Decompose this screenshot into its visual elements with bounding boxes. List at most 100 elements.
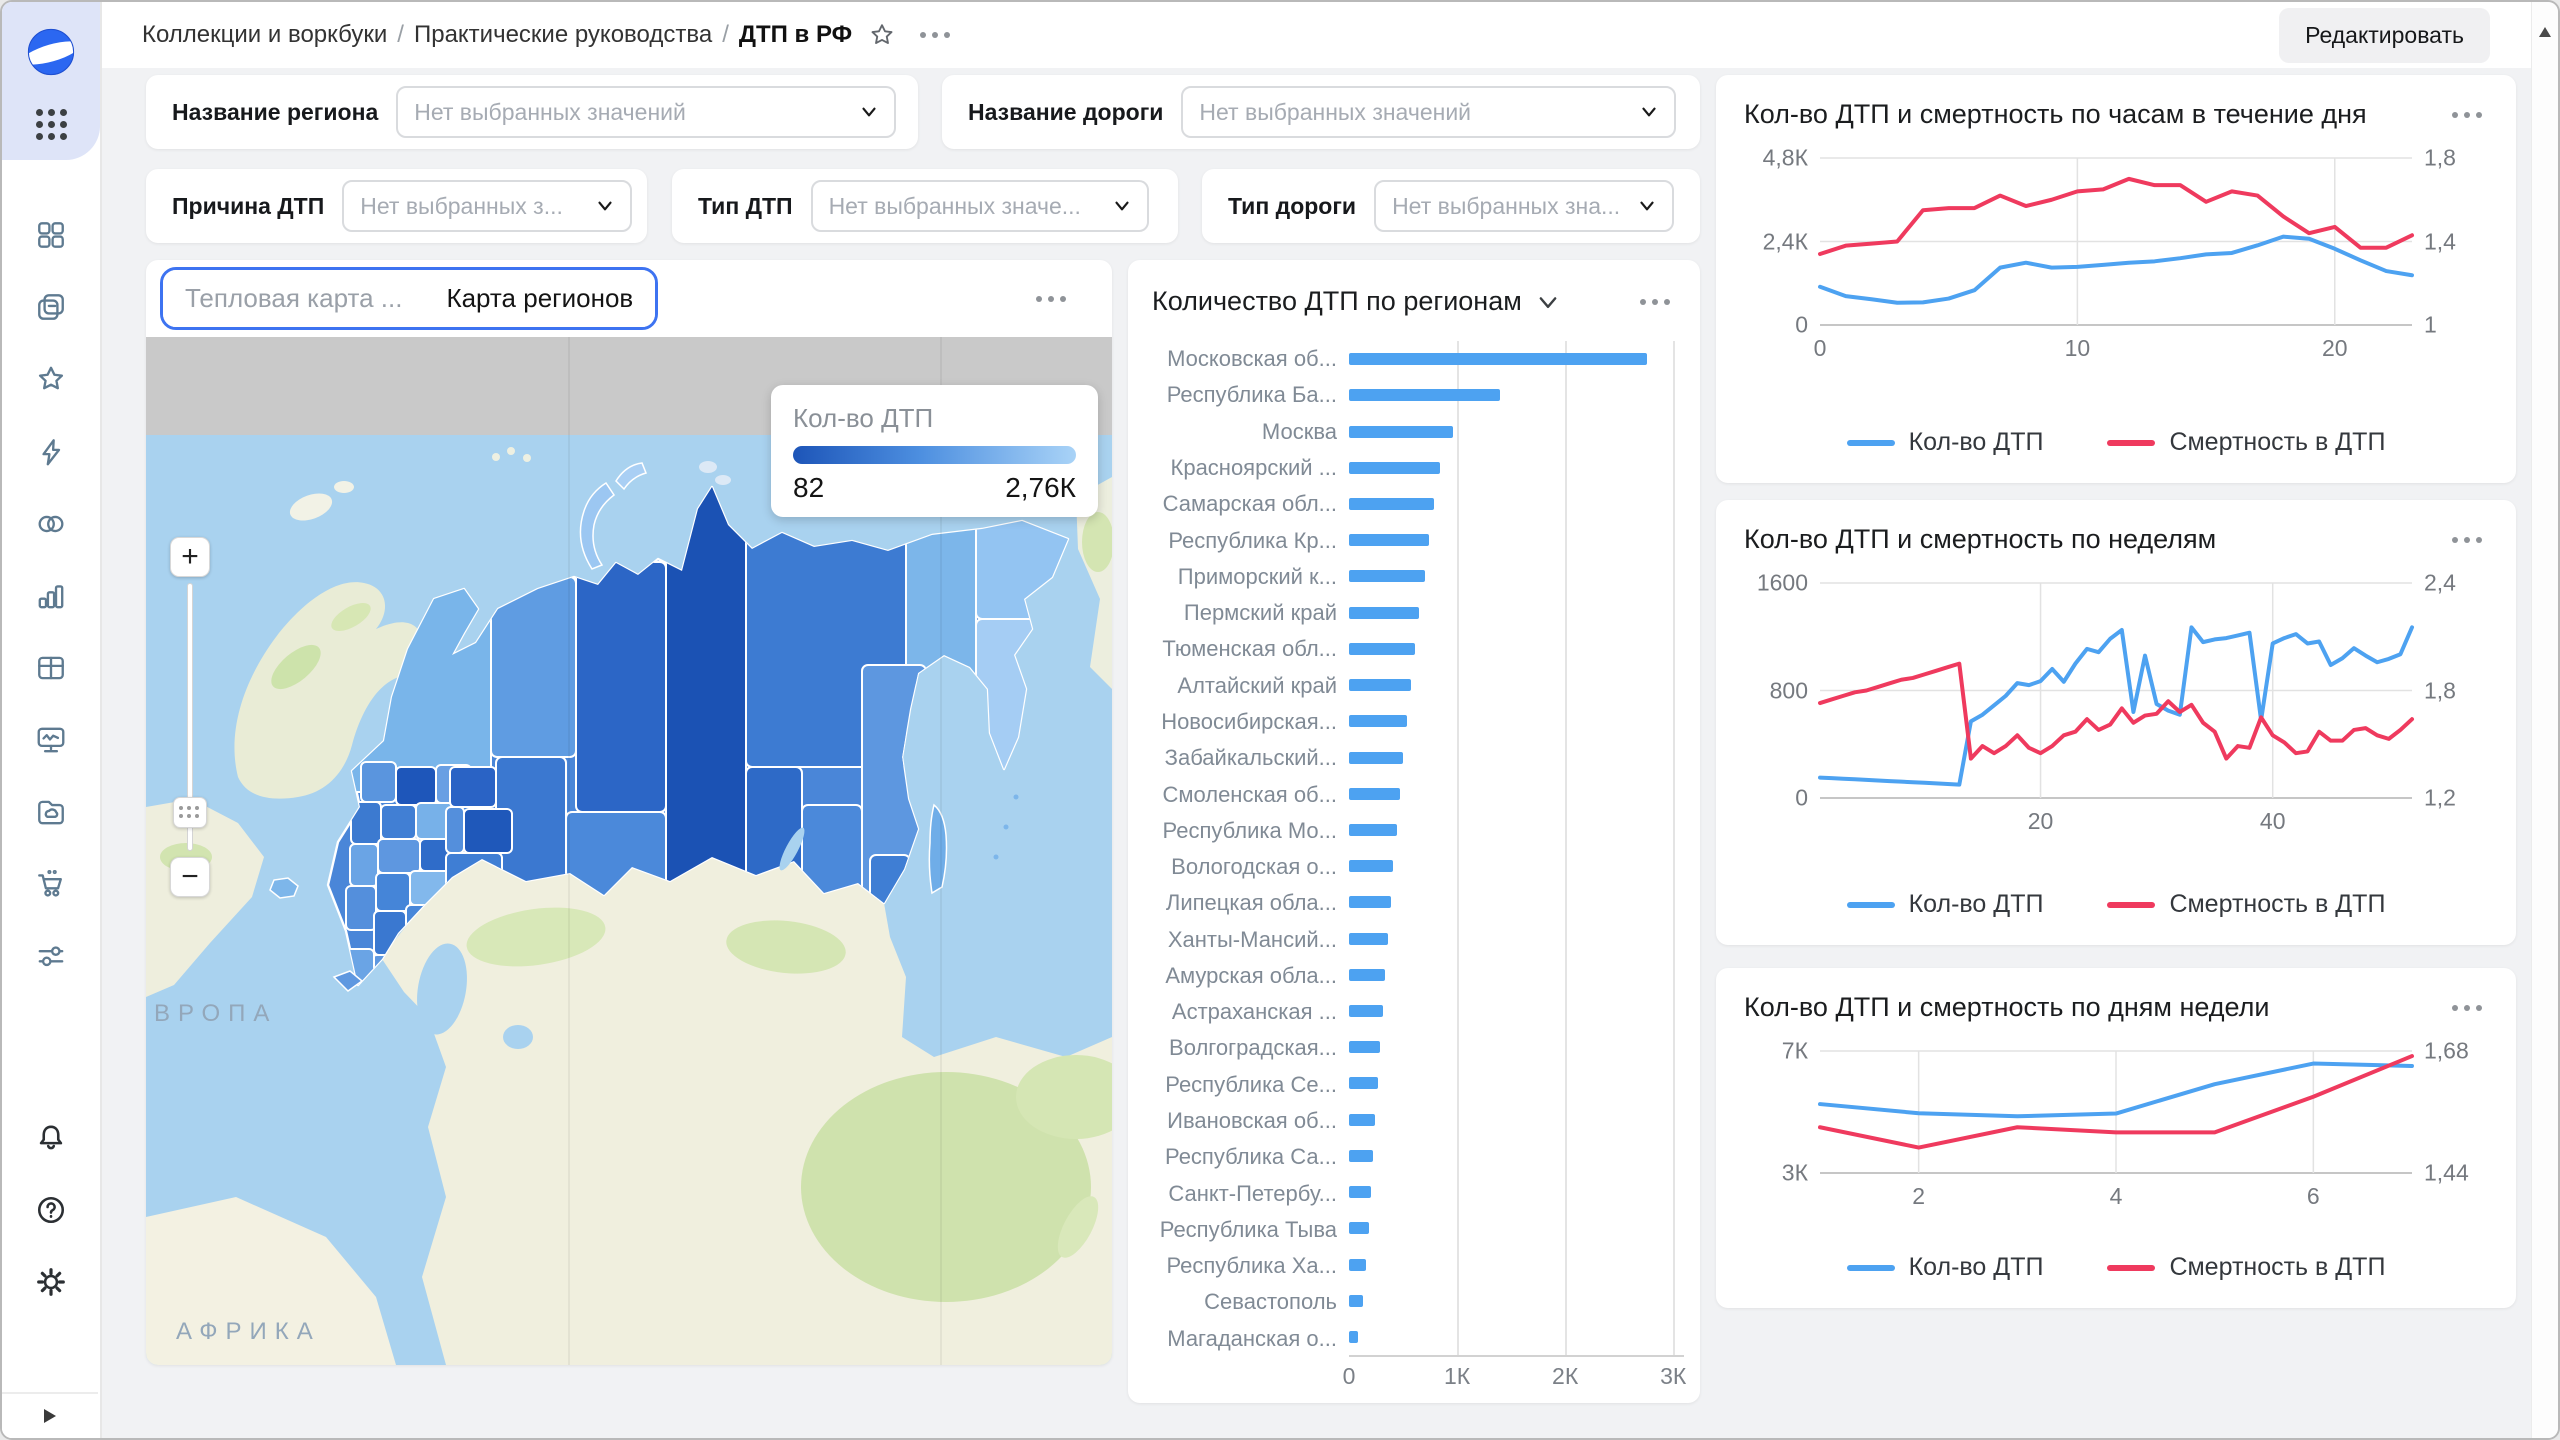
- star-icon[interactable]: [868, 21, 896, 49]
- bar[interactable]: [1349, 1186, 1372, 1199]
- more-options-icon[interactable]: [1634, 293, 1676, 311]
- breadcrumb-collections[interactable]: Коллекции и воркбуки: [142, 21, 388, 48]
- sidebar-item-storage[interactable]: [35, 796, 67, 828]
- zoom-slider-track[interactable]: [187, 583, 193, 851]
- bar[interactable]: [1349, 679, 1411, 692]
- bar-row[interactable]: [1349, 1065, 1684, 1101]
- bar[interactable]: [1349, 823, 1397, 836]
- bar[interactable]: [1349, 1258, 1367, 1271]
- bar-row[interactable]: [1349, 703, 1684, 739]
- zoom-in-button[interactable]: +: [170, 537, 210, 577]
- filter-accident-type-select[interactable]: Нет выбранных значе...: [810, 180, 1149, 232]
- bar-row[interactable]: [1349, 1319, 1684, 1355]
- bar[interactable]: [1349, 715, 1408, 728]
- more-options-icon[interactable]: [1030, 290, 1072, 308]
- sidebar-item-dashboards[interactable]: [35, 219, 67, 251]
- bar-row[interactable]: [1349, 1138, 1684, 1174]
- edit-button[interactable]: Редактировать: [2279, 7, 2490, 63]
- bar-row[interactable]: [1349, 993, 1684, 1029]
- bar[interactable]: [1349, 787, 1400, 800]
- bar[interactable]: [1349, 606, 1420, 619]
- bar-row[interactable]: [1349, 1029, 1684, 1065]
- legend-item[interactable]: Смертность в ДТП: [2107, 428, 2385, 457]
- bar[interactable]: [1349, 534, 1429, 547]
- breadcrumb-guides[interactable]: Практические руководства: [413, 21, 713, 48]
- bar-row[interactable]: [1349, 739, 1684, 775]
- bar[interactable]: [1349, 570, 1425, 583]
- bar[interactable]: [1349, 1041, 1381, 1054]
- filter-cause-select[interactable]: Нет выбранных з...: [342, 180, 633, 232]
- tab-regions-map[interactable]: Карта регионов: [424, 270, 656, 327]
- help-icon[interactable]: [35, 1194, 67, 1226]
- sidebar-expand-button[interactable]: [2, 1392, 98, 1438]
- datalens-logo[interactable]: [27, 28, 75, 76]
- legend-item[interactable]: Смертность в ДТП: [2107, 890, 2385, 919]
- filter-road-select[interactable]: Нет выбранных значений: [1181, 86, 1677, 138]
- sidebar-item-connections[interactable]: [35, 508, 67, 540]
- apps-grid-icon[interactable]: [33, 106, 69, 142]
- bar-row[interactable]: [1349, 631, 1684, 667]
- bar-row[interactable]: [1349, 558, 1684, 594]
- chevron-down-icon[interactable]: [1536, 290, 1560, 314]
- bar-row[interactable]: [1349, 450, 1684, 486]
- bar-row[interactable]: [1349, 486, 1684, 522]
- bar-row[interactable]: [1349, 1246, 1684, 1282]
- bell-icon[interactable]: [35, 1122, 67, 1154]
- zoom-slider-handle[interactable]: [173, 797, 207, 828]
- bar-row[interactable]: [1349, 341, 1684, 377]
- regions-map[interactable]: ЕВРОПА АФРИКА Кол-во ДТП 82 2,76К + −: [146, 337, 1112, 1365]
- bar[interactable]: [1349, 461, 1440, 474]
- bar[interactable]: [1349, 860, 1394, 873]
- more-options-icon[interactable]: [2446, 531, 2488, 549]
- legend-item[interactable]: Кол-во ДТП: [1846, 1253, 2043, 1282]
- bar-row[interactable]: [1349, 884, 1684, 920]
- bar[interactable]: [1349, 1294, 1364, 1307]
- bar[interactable]: [1349, 497, 1435, 510]
- sidebar-item-charts[interactable]: [35, 580, 67, 612]
- bar-row[interactable]: [1349, 812, 1684, 848]
- bar[interactable]: [1349, 353, 1648, 366]
- bar[interactable]: [1349, 389, 1501, 402]
- sidebar-item-monitoring[interactable]: [35, 724, 67, 756]
- bar-row[interactable]: [1349, 776, 1684, 812]
- bar[interactable]: [1349, 932, 1388, 945]
- bar[interactable]: [1349, 896, 1391, 909]
- legend-item[interactable]: Кол-во ДТП: [1846, 890, 2043, 919]
- bar-row[interactable]: [1349, 522, 1684, 558]
- more-options-icon[interactable]: [2446, 999, 2488, 1017]
- bar-row[interactable]: [1349, 377, 1684, 413]
- sidebar-item-services[interactable]: [35, 940, 67, 972]
- bar-row[interactable]: [1349, 1102, 1684, 1138]
- bar-row[interactable]: [1349, 667, 1684, 703]
- bar[interactable]: [1349, 642, 1415, 655]
- filter-road-type-select[interactable]: Нет выбранных зна...: [1374, 180, 1675, 232]
- bar-row[interactable]: [1349, 1174, 1684, 1210]
- bar-row[interactable]: [1349, 848, 1684, 884]
- bar-row[interactable]: [1349, 595, 1684, 631]
- bar[interactable]: [1349, 1005, 1383, 1018]
- sidebar-item-favorites[interactable]: [35, 363, 67, 395]
- sidebar-item-marketplace[interactable]: [35, 868, 67, 900]
- legend-item[interactable]: Кол-во ДТП: [1846, 428, 2043, 457]
- zoom-out-button[interactable]: −: [170, 857, 210, 897]
- vertical-scrollbar[interactable]: [2531, 2, 2558, 1438]
- bar-row[interactable]: [1349, 1283, 1684, 1319]
- more-options-icon[interactable]: [2446, 106, 2488, 124]
- sidebar-item-collections[interactable]: [35, 291, 67, 323]
- bar[interactable]: [1349, 425, 1453, 438]
- bar-row[interactable]: [1349, 1210, 1684, 1246]
- bar[interactable]: [1349, 968, 1386, 981]
- bar[interactable]: [1349, 1331, 1358, 1344]
- tab-heatmap[interactable]: Тепловая карта ...: [163, 270, 425, 327]
- filter-region-select[interactable]: Нет выбранных значений: [396, 86, 897, 138]
- bar[interactable]: [1349, 1113, 1376, 1126]
- sidebar-item-editor[interactable]: [35, 436, 67, 468]
- bar[interactable]: [1349, 1077, 1378, 1090]
- bar[interactable]: [1349, 1222, 1369, 1235]
- legend-item[interactable]: Смертность в ДТП: [2107, 1253, 2385, 1282]
- bar[interactable]: [1349, 1149, 1374, 1162]
- sidebar-item-datasets[interactable]: [35, 652, 67, 684]
- bar[interactable]: [1349, 751, 1404, 764]
- settings-gear-icon[interactable]: [35, 1266, 67, 1298]
- bar-row[interactable]: [1349, 413, 1684, 449]
